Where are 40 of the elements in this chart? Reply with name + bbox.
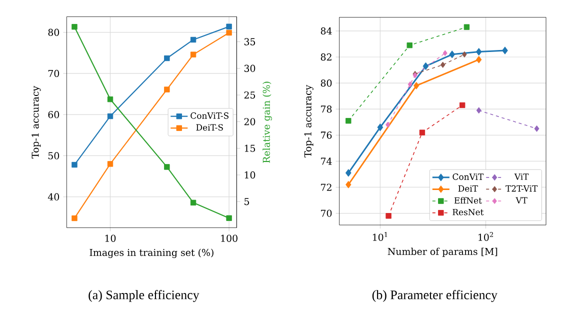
legend-label: DeiT [458, 185, 478, 192]
legend-label: ResNet [452, 208, 484, 216]
y-tick-label: 80 [48, 28, 60, 36]
y2-tick-label: 25 [244, 91, 256, 99]
y-tick-label: 50 [48, 152, 60, 160]
text: (a) Sample efficiency [88, 290, 200, 302]
y-tick-label: 78 [321, 106, 332, 113]
legend-label: ConViT-S [190, 112, 228, 119]
x-tick-label: 100 [221, 234, 238, 242]
legend-label: T2T-ViT [506, 185, 538, 192]
y-tick-label: 70 [321, 210, 332, 217]
x-tick-label: 10$^{2}$ [478, 232, 493, 241]
y2-tick-label: 15 [244, 144, 256, 152]
y-tick-label: 74 [321, 158, 332, 165]
legend-label: DeiT-S [196, 124, 223, 131]
y2-tick-label: 30 [244, 64, 256, 72]
y2-axis-title: Relative gain (%) [262, 82, 272, 163]
y-axis-title: Top-1 accuracy [32, 86, 41, 158]
y-axis-title: Top-1 accuracy [304, 84, 314, 158]
y-tick-label: 40 [48, 193, 60, 200]
y2-tick-label: 10 [244, 171, 256, 179]
y2-tick-label: 5 [244, 198, 250, 206]
text: (b) Parameter efficiency [372, 290, 498, 302]
y-tick-label: 70 [48, 70, 60, 78]
legend-label: ConViT [452, 174, 484, 180]
y-tick-label: 82 [320, 53, 332, 61]
legend-label: VT [516, 197, 528, 204]
x-tick-label: 10 [105, 234, 116, 242]
y2-tick-label: 35 [244, 38, 256, 46]
x-axis-title: Number of params [M] [388, 248, 498, 257]
y-tick-label: 72 [321, 184, 332, 191]
x-axis-title: Images in training set (%) [90, 248, 214, 258]
legend-label: EffNet [454, 197, 482, 204]
y-tick-label: 80 [320, 79, 332, 87]
y-tick-label: 76 [321, 132, 332, 139]
x-tick-label: 10$^{1}$ [372, 232, 388, 241]
y-tick-label: 84 [320, 27, 332, 35]
legend-label: ViT [514, 174, 529, 180]
y2-tick-label: 20 [244, 118, 256, 126]
y-tick-label: 60 [48, 111, 60, 118]
